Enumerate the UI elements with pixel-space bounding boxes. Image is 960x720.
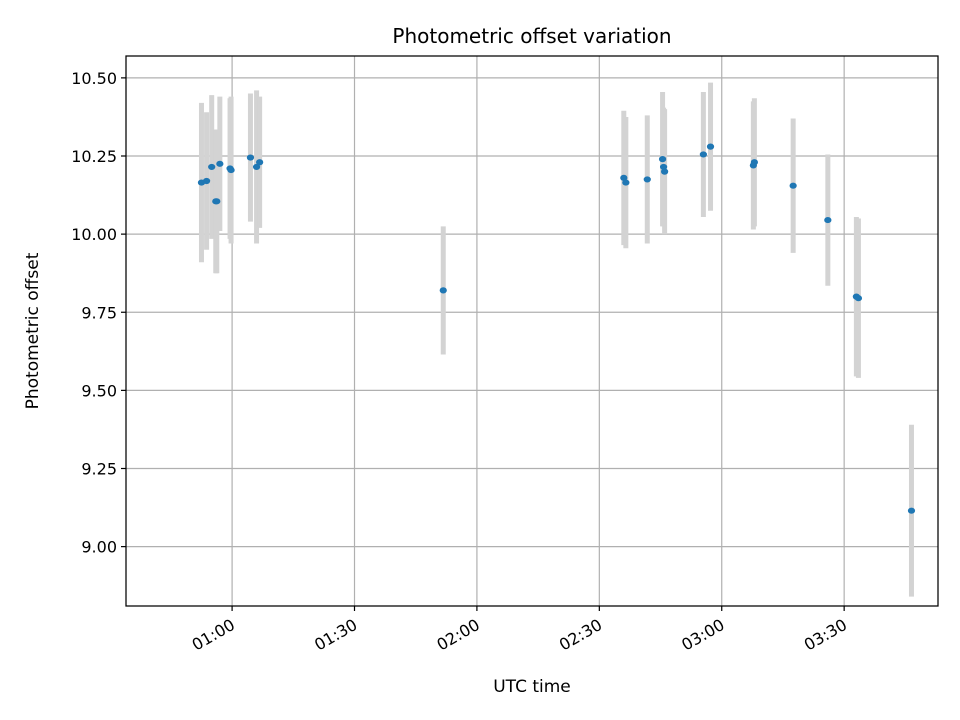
data-point — [202, 177, 211, 185]
y-tick-label: 9.75 — [81, 303, 117, 322]
data-point — [622, 179, 630, 186]
y-tick-label: 9.00 — [81, 538, 117, 557]
data-point — [246, 154, 255, 161]
data-point — [620, 174, 628, 181]
data-point — [227, 166, 235, 174]
data-point — [659, 163, 668, 171]
data-point — [658, 156, 667, 163]
data-point — [439, 287, 447, 294]
data-point — [208, 163, 216, 171]
data-point — [661, 168, 669, 175]
data-point — [213, 198, 221, 205]
data-markers — [197, 143, 916, 514]
y-tick-label: 10.25 — [71, 147, 117, 166]
y-axis-label: Photometric offset — [23, 252, 43, 409]
data-point — [789, 182, 797, 189]
chart-title: Photometric offset variation — [392, 24, 671, 48]
data-point — [699, 151, 707, 158]
x-axis-label: UTC time — [493, 677, 571, 697]
y-tick-label: 10.00 — [71, 225, 117, 244]
y-tick-label: 10.50 — [71, 69, 117, 88]
data-point — [824, 216, 832, 224]
y-tick-label: 9.50 — [81, 381, 117, 400]
y-tick-label: 9.25 — [81, 460, 117, 479]
y-axis-ticks: 9.00 9.25 9.50 9.75 10.00 10.25 10.50 — [71, 69, 126, 557]
data-point — [216, 160, 224, 167]
data-point — [907, 507, 916, 514]
data-point — [750, 159, 758, 166]
data-point — [706, 143, 715, 150]
plot-area-frame — [125, 55, 939, 607]
data-point — [256, 159, 264, 166]
data-point — [854, 295, 863, 302]
data-point — [252, 163, 261, 171]
data-point — [643, 176, 651, 183]
